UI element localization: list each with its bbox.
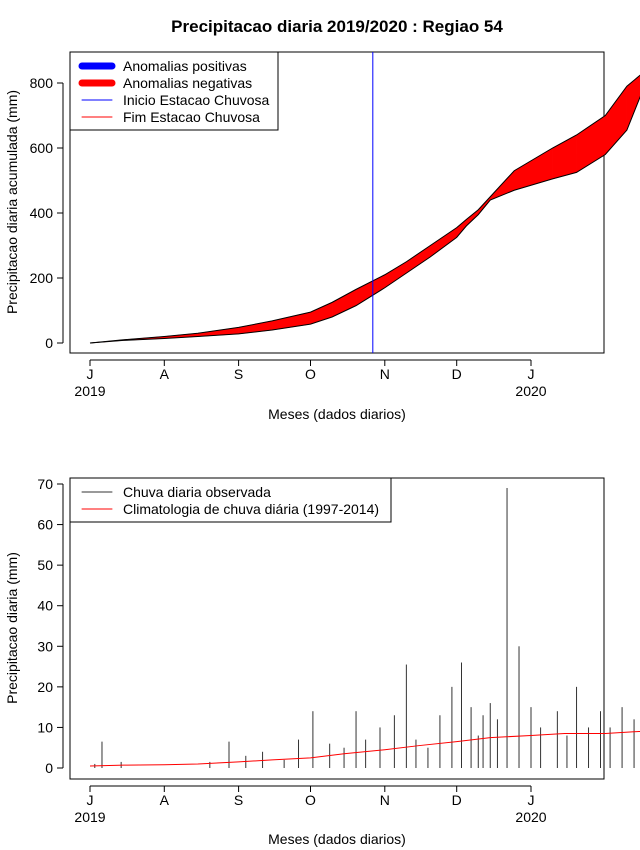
x-tick-label: O: [305, 792, 316, 808]
x-tick-label: J: [528, 366, 535, 382]
x-tick-year: 2020: [515, 809, 546, 825]
y-tick-label: 0: [45, 760, 53, 776]
x-axis-label: Meses (dados diarios): [268, 831, 406, 847]
observed-accumulated-line: [89, 95, 640, 344]
climatology-accumulated-line: [89, 74, 640, 344]
negative-anomaly-area: [513, 147, 553, 191]
x-tick-label: A: [160, 366, 170, 382]
x-tick-label: J: [87, 366, 94, 382]
legend-label: Chuva diaria observada: [123, 484, 271, 500]
x-tick-label: S: [234, 792, 243, 808]
climatology-daily-line: [89, 730, 640, 767]
plot-frame: [69, 51, 605, 354]
x-tick-year: 2020: [515, 383, 546, 399]
accumulated-marks: [89, 52, 640, 353]
x-tick-label: N: [380, 366, 390, 382]
x-tick-label: D: [452, 792, 462, 808]
daily-marks: [89, 488, 640, 768]
y-tick-label: 30: [37, 638, 53, 654]
x-tick-label: D: [452, 366, 462, 382]
x-tick-year: 2019: [74, 383, 105, 399]
x-tick-year: 2019: [74, 809, 105, 825]
negative-anomaly-area: [626, 74, 640, 131]
legend-label: Anomalias negativas: [123, 75, 252, 91]
legend-label: Anomalias positivas: [123, 58, 247, 74]
y-axis-label: Precipitacao diaria acumulada (mm): [4, 90, 20, 314]
x-tick-label: A: [160, 792, 170, 808]
y-tick-label: 20: [37, 679, 53, 695]
y-tick-label: 70: [37, 476, 53, 492]
legend-label: Fim Estacao Chuvosa: [123, 109, 260, 125]
y-tick-label: 800: [30, 75, 54, 91]
y-tick-label: 600: [30, 140, 54, 156]
y-tick-label: 40: [37, 598, 53, 614]
negative-anomaly-area: [605, 85, 628, 156]
y-tick-label: 50: [37, 557, 53, 573]
y-tick-label: 60: [37, 517, 53, 533]
y-tick-label: 200: [30, 270, 54, 286]
y-axis-label: Precipitacao diaria (mm): [4, 552, 20, 704]
x-tick-label: J: [87, 792, 94, 808]
legend-label: Inicio Estacao Chuvosa: [123, 92, 270, 108]
negative-anomaly-area: [331, 288, 357, 318]
legend-label: Climatologia de chuva diária (1997-2014): [123, 501, 379, 517]
x-tick-label: N: [380, 792, 390, 808]
plot-frame: [69, 477, 605, 780]
x-axis-label: Meses (dados diarios): [268, 406, 406, 422]
y-tick-label: 400: [30, 205, 54, 221]
legend-box: [69, 477, 392, 523]
x-tick-label: S: [234, 366, 243, 382]
y-tick-label: 0: [45, 335, 53, 351]
chart-title: Precipitacao diaria 2019/2020 : Regiao 5…: [171, 17, 503, 36]
x-tick-label: J: [528, 792, 535, 808]
y-tick-label: 10: [37, 719, 53, 735]
x-tick-label: O: [305, 366, 316, 382]
